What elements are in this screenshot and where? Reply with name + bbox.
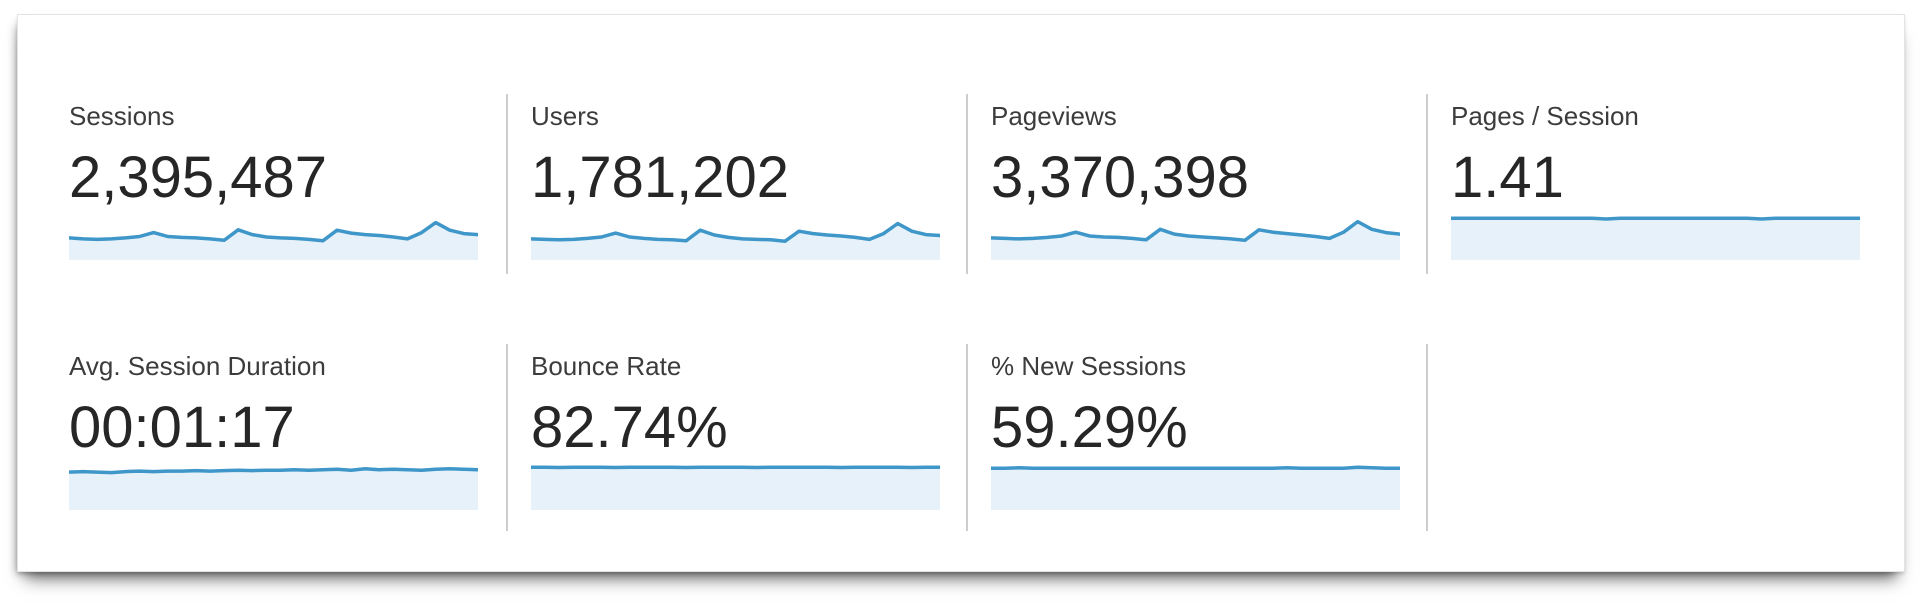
- sparkline-chart: [531, 462, 940, 510]
- metric-card-sessions[interactable]: Sessions 2,395,487: [46, 94, 506, 274]
- metric-label: Sessions: [69, 101, 175, 131]
- metric-label: % New Sessions: [991, 351, 1187, 381]
- metric-value: 1.41: [1451, 145, 1564, 210]
- sparkline-chart: [531, 212, 940, 260]
- metric-value: 1,781,202: [531, 145, 790, 210]
- analytics-scorecard-panel: Sessions 2,395,487 Users 1,781,202 Pagev…: [17, 14, 1905, 572]
- metric-label: Pages / Session: [1451, 101, 1639, 131]
- metrics-row-1: Sessions 2,395,487 Users 1,781,202 Pagev…: [46, 94, 1886, 274]
- sparkline-chart: [69, 212, 478, 260]
- metric-label: Avg. Session Duration: [69, 351, 326, 381]
- metric-label: Users: [531, 101, 599, 131]
- metric-card-percent-new-sessions[interactable]: % New Sessions 59.29%: [966, 344, 1426, 531]
- empty-metric-slot: [1426, 344, 1886, 531]
- metric-value: 59.29%: [991, 395, 1188, 460]
- sparkline-chart: [991, 212, 1400, 260]
- metric-value: 82.74%: [531, 395, 728, 460]
- metric-card-users[interactable]: Users 1,781,202: [506, 94, 966, 274]
- metric-value: 3,370,398: [991, 145, 1250, 210]
- metric-label: Pageviews: [991, 101, 1117, 131]
- metric-card-pageviews[interactable]: Pageviews 3,370,398: [966, 94, 1426, 274]
- metric-card-bounce-rate[interactable]: Bounce Rate 82.74%: [506, 344, 966, 531]
- sparkline-chart: [1451, 212, 1860, 260]
- metric-card-pages-per-session[interactable]: Pages / Session 1.41: [1426, 94, 1886, 274]
- metric-label: Bounce Rate: [531, 351, 682, 381]
- sparkline-chart: [991, 462, 1400, 510]
- metrics-row-2: Avg. Session Duration 00:01:17 Bounce Ra…: [46, 344, 1886, 531]
- metric-value: 00:01:17: [69, 395, 295, 460]
- sparkline-chart: [69, 462, 478, 510]
- metric-value: 2,395,487: [69, 145, 328, 210]
- metric-card-avg-session-duration[interactable]: Avg. Session Duration 00:01:17: [46, 344, 506, 531]
